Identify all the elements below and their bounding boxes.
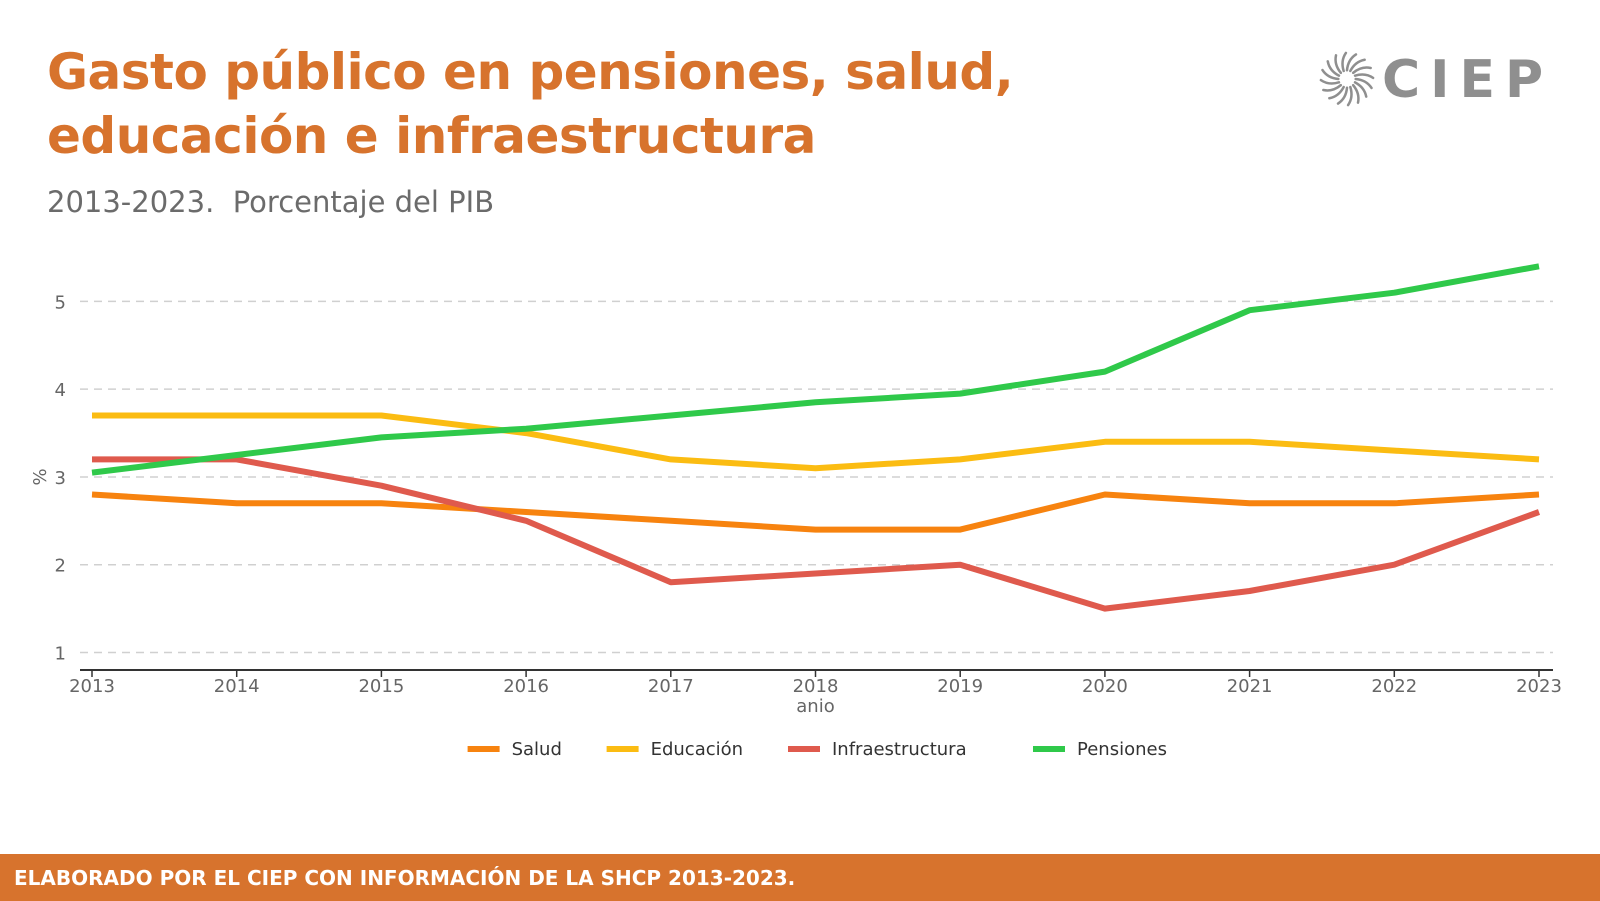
sunburst-ray <box>1341 51 1348 73</box>
x-tick-label: 2022 <box>1371 676 1417 697</box>
x-tick-label: 2020 <box>1082 676 1128 697</box>
x-tick-label: 2019 <box>937 676 983 697</box>
x-tick-label: 2015 <box>358 676 404 697</box>
legend: Salud Educación Infraestructura Pensiones <box>467 739 1167 760</box>
x-tick-label: 2016 <box>503 676 549 697</box>
y-tick-label: 4 <box>55 380 66 401</box>
legend-label: Educación <box>651 739 743 760</box>
series-line-pensiones <box>91 263 1540 476</box>
grid-lines <box>80 300 1553 654</box>
sunburst-icon <box>1319 51 1375 107</box>
sunburst-ray <box>1349 58 1366 73</box>
logo-text: CIEP <box>1382 50 1554 110</box>
y-tick-label: 2 <box>55 556 66 577</box>
footer-source-text: ELABORADO POR EL CIEP CON INFORMACIÓN DE… <box>14 866 796 890</box>
x-axis-title: anio <box>796 696 834 717</box>
sunburst-ray <box>1322 83 1343 92</box>
y-axis-title: % <box>30 468 51 485</box>
y-tick-label: 3 <box>55 468 66 489</box>
legend-label: Infraestructura <box>832 739 967 760</box>
x-tick-label: 2023 <box>1516 676 1562 697</box>
legend-label: Salud <box>512 739 562 760</box>
sunburst-ray <box>1321 68 1340 81</box>
sunburst-ray <box>1345 53 1358 72</box>
sunburst-ray <box>1354 77 1373 90</box>
footer-bar: ELABORADO POR EL CIEP CON INFORMACIÓN DE… <box>0 854 1600 901</box>
sunburst-ray <box>1351 83 1360 104</box>
sunburst-ray <box>1351 66 1372 75</box>
series-line-salud <box>91 491 1540 533</box>
y-tick-label: 5 <box>55 292 66 313</box>
legend-label: Pensiones <box>1077 739 1167 760</box>
axes: 1 2 3 4 5 2013 2014 2015 2016 2017 2018 2019 2020 202… <box>30 292 1562 717</box>
chart-subtitle: 2013-2023. Porcentaje del PIB <box>47 185 495 219</box>
sunburst-ray <box>1319 78 1341 85</box>
ciep-logo: CIEP <box>1318 48 1568 112</box>
x-tick-label: 2017 <box>648 676 694 697</box>
chart-title: Gasto público en pensiones, salud, educa… <box>47 43 1014 165</box>
sunburst-ray <box>1353 73 1375 80</box>
sunburst-ray <box>1336 86 1349 105</box>
sunburst-ray <box>1328 85 1345 100</box>
y-tick-label: 1 <box>55 643 66 664</box>
sunburst-ray <box>1326 60 1341 77</box>
x-tick-label: 2014 <box>214 676 260 697</box>
series-line-infraestructura <box>92 456 1541 612</box>
series-line-educaci-n <box>92 412 1540 472</box>
x-tick-label: 2018 <box>793 676 839 697</box>
x-tick-label: 2013 <box>69 676 115 697</box>
series-lines <box>91 263 1541 612</box>
sunburst-ray <box>1353 81 1368 98</box>
x-tick-label: 2021 <box>1227 676 1273 697</box>
sunburst-ray <box>1334 54 1343 75</box>
line-chart: 1 2 3 4 5 2013 2014 2015 2016 2017 2018 2019 2020 202… <box>30 263 1562 760</box>
sunburst-ray <box>1346 85 1353 107</box>
